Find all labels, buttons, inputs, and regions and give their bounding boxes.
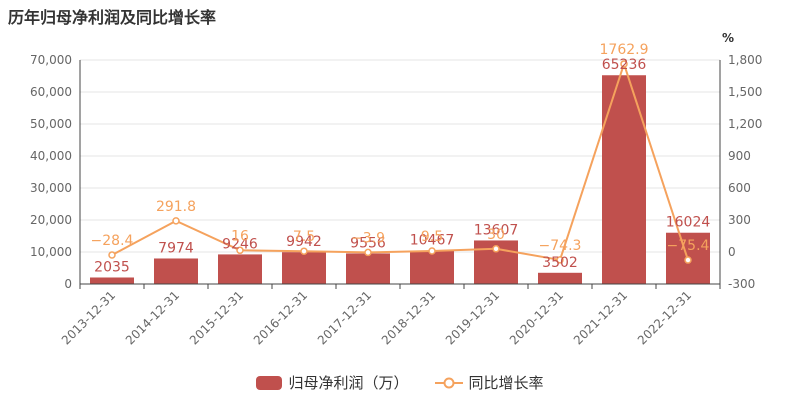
line-data-label: −75.4 — [667, 238, 710, 254]
y-right-tick-label: 1,800 — [728, 53, 762, 67]
legend-label-line: 同比增长率 — [468, 374, 544, 392]
line-data-label: 7.5 — [293, 229, 315, 245]
x-tick-label: 2021-12-31 — [571, 288, 630, 347]
x-tick-label: 2020-12-31 — [507, 288, 566, 347]
bar — [602, 75, 646, 284]
line-point — [300, 247, 308, 255]
line-data-label: −74.3 — [539, 238, 582, 254]
y-left-tick-label: 70,000 — [30, 53, 72, 67]
x-tick-label: 2022-12-31 — [635, 288, 694, 347]
legend-line-swatch — [434, 377, 463, 388]
y-left-tick-label: 0 — [64, 277, 72, 291]
bar — [410, 250, 454, 284]
y-left-tick-label: 60,000 — [30, 85, 72, 99]
x-tick-label: 2013-12-31 — [59, 288, 118, 347]
x-tick-label: 2019-12-31 — [443, 288, 502, 347]
bar-data-label: 9246 — [222, 236, 258, 252]
chart-canvas: 0 10,000 20,000 30,000 40,000 50,000 60,000 70,… — [30, 31, 762, 347]
x-tick-label: 2016-12-31 — [251, 288, 310, 347]
bar-data-label: 65236 — [602, 57, 647, 73]
y-left-tick-label: 30,000 — [30, 181, 72, 195]
bar-data-label: 3502 — [542, 255, 578, 271]
y-left-tick-label: 50,000 — [30, 117, 72, 131]
bar-data-label: 9942 — [286, 234, 322, 250]
legend-bar-swatch — [256, 375, 283, 390]
bar-data-label: 10467 — [410, 233, 455, 249]
x-tick-label: 2018-12-31 — [379, 288, 438, 347]
bar-data-label: 2035 — [94, 259, 130, 275]
bar-data-label: 7974 — [158, 240, 194, 256]
x-tick-label: 2017-12-31 — [315, 288, 374, 347]
line-data-label: −28.4 — [91, 233, 134, 249]
y-right-tick-label: 0 — [728, 245, 736, 259]
legend[interactable]: 归母净利润（万） 同比增长率 — [0, 372, 800, 393]
y-right-tick-label: 1,500 — [728, 85, 762, 99]
bar — [218, 254, 262, 284]
legend-label-bar: 归母净利润（万） — [288, 374, 409, 392]
line-data-label: −3.9 — [351, 230, 385, 246]
legend-item-bar[interactable]: 归母净利润（万） — [256, 372, 409, 393]
line-data-label: 1762.9 — [600, 42, 649, 58]
line-point — [620, 60, 628, 68]
y-left-tick-label: 40,000 — [30, 149, 72, 163]
bar-data-label: 16024 — [666, 215, 711, 231]
bar — [538, 272, 582, 284]
line-point — [492, 245, 500, 253]
legend-item-line[interactable]: 同比增长率 — [434, 372, 544, 393]
y-right-unit-label: % — [722, 31, 734, 45]
y-right-tick-label: 300 — [728, 213, 751, 227]
bar-data-label: 9556 — [350, 235, 386, 251]
x-tick-label: 2015-12-31 — [187, 288, 246, 347]
line-point — [428, 247, 436, 255]
y-right-tick-label: 600 — [728, 181, 751, 195]
y-left-tick-label: 20,000 — [30, 213, 72, 227]
x-tick-label: 2014-12-31 — [123, 288, 182, 347]
line-point — [236, 246, 244, 255]
bar — [154, 258, 198, 284]
y-left-tick-label: 10,000 — [30, 245, 72, 259]
line-data-label: 30 — [487, 227, 505, 243]
bar — [282, 252, 326, 284]
bar-data-label: 13607 — [474, 222, 519, 238]
y-right-tick-label: 1,200 — [728, 117, 762, 131]
line-point — [172, 217, 180, 225]
line-point — [556, 256, 564, 264]
line-data-label: 291.8 — [156, 199, 196, 215]
line-data-label: 16 — [231, 228, 249, 244]
line-point — [364, 248, 372, 257]
bar — [90, 277, 134, 284]
bar — [346, 253, 390, 284]
growth-rate-line — [111, 60, 689, 262]
chart-title: 历年归母净利润及同比增长率 — [8, 8, 217, 27]
line-point — [108, 251, 116, 259]
y-right-tick-label: -300 — [728, 277, 755, 291]
line-point — [684, 256, 692, 264]
line-data-label: 9.5 — [421, 229, 443, 245]
y-right-tick-label: 900 — [728, 149, 751, 163]
